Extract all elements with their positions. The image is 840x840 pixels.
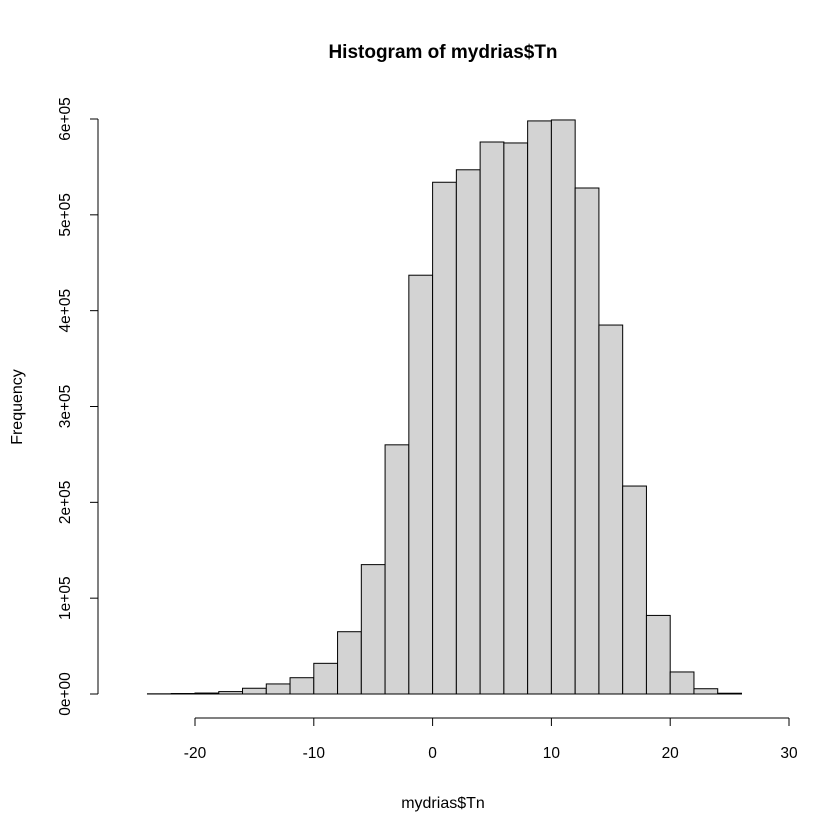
histogram-bar-13: [432, 181, 457, 695]
histogram-bar-5: [242, 687, 267, 695]
chart-title: Histogram of mydrias$Tn: [328, 42, 557, 63]
bars-group: [146, 119, 742, 695]
histogram-bar-17: [527, 120, 552, 695]
y-tick-label-0: 0e+00: [57, 672, 74, 716]
histogram-bar-12: [408, 274, 434, 695]
histogram-bar-21: [622, 485, 647, 695]
histogram-bar-15: [479, 141, 505, 695]
histogram-bar-16: [503, 142, 529, 695]
x-tick-label-2: 0: [428, 745, 437, 762]
x-tick-label-1: -10: [303, 745, 326, 762]
histogram-bar-10: [360, 564, 386, 695]
histogram-bar-8: [313, 662, 339, 695]
x-tick-label-3: 10: [543, 745, 561, 762]
histogram-bar-9: [337, 631, 362, 695]
histogram-bar-4: [218, 691, 244, 695]
y-tick-label-1: 1e+05: [57, 576, 74, 620]
y-tick-label-4: 4e+05: [57, 289, 74, 333]
y-axis: 0e+00 1e+05 2e+05 3e+05 4e+05 5e+05 6e+05: [57, 97, 99, 716]
histogram-bar-18: [550, 119, 576, 695]
histogram-bar-23: [669, 671, 695, 695]
x-tick-label-4: 20: [662, 745, 680, 762]
histogram-bar-22: [645, 614, 671, 695]
histogram-bar-3: [194, 692, 220, 695]
y-tick-label-5: 5e+05: [57, 193, 74, 237]
histogram-bar-25: [717, 692, 742, 695]
histogram-bar-6: [265, 683, 291, 695]
histogram-bar-19: [574, 187, 600, 695]
histogram-bar-7: [289, 677, 315, 695]
x-axis-label: mydrias$Tn: [401, 795, 485, 812]
y-tick-label-2: 2e+05: [57, 481, 74, 525]
histogram-bar-14: [455, 169, 481, 695]
y-tick-label-6: 6e+05: [57, 97, 74, 141]
x-tick-label-0: -20: [184, 745, 207, 762]
x-axis: -20 -10 0 10 20 30: [184, 717, 798, 762]
histogram-bar-11: [384, 444, 410, 695]
x-tick-label-5: 30: [780, 745, 798, 762]
y-axis-label: Frequency: [9, 369, 26, 445]
y-tick-label-3: 3e+05: [57, 385, 74, 429]
histogram-bar-20: [598, 324, 624, 695]
histogram-bar-24: [693, 688, 719, 695]
